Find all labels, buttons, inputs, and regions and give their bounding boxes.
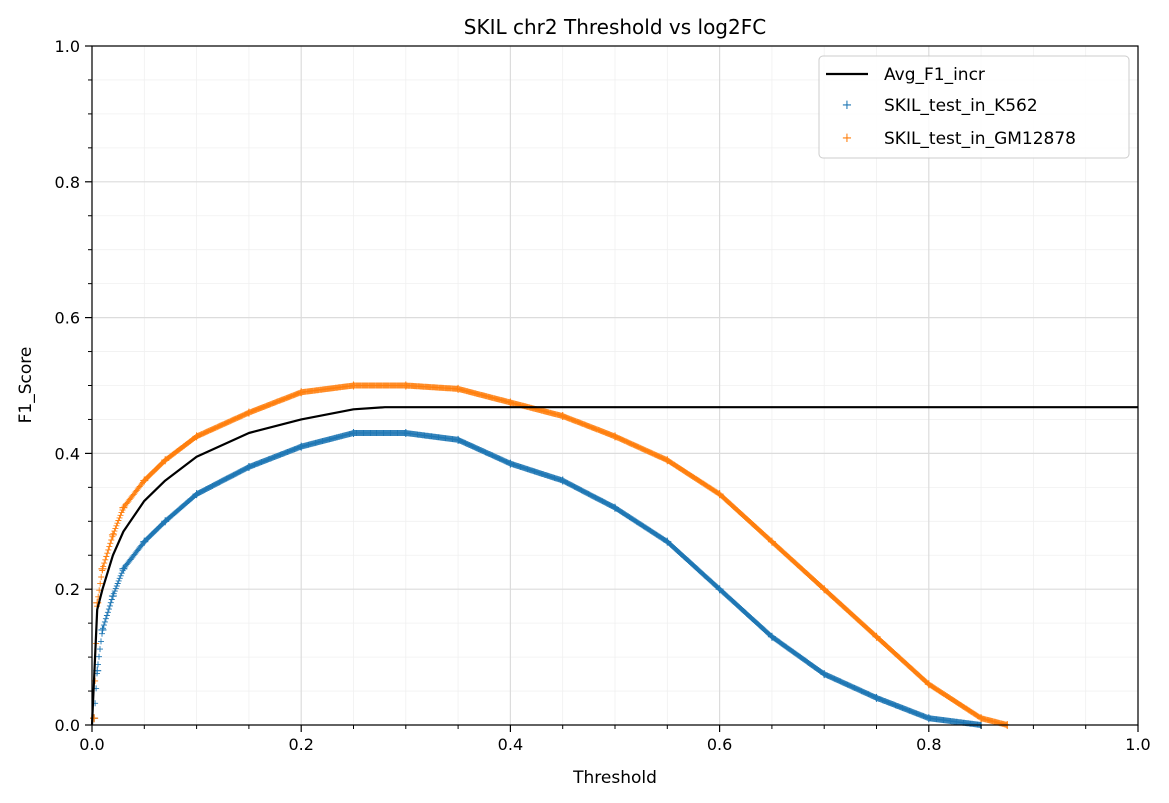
legend-label-k562: SKIL_test_in_K562 (884, 96, 1038, 116)
x-tick-label: 0.2 (288, 735, 313, 754)
marker-gm12878 (108, 530, 117, 539)
band-gm12878 (91, 382, 1011, 728)
x-tick-label: 0.6 (707, 735, 732, 754)
legend: Avg_F1_incr + SKIL_test_in_K562 + SKIL_t… (818, 55, 1130, 159)
y-tick-label: 0.0 (55, 716, 80, 735)
y-tick-label: 0.8 (55, 173, 80, 192)
series-avg-f1-line (90, 406, 1138, 726)
y-tick-label: 0.4 (55, 444, 80, 463)
marker-k562 (98, 625, 107, 634)
x-tick-label: 1.0 (1125, 735, 1150, 754)
data-layer (90, 381, 1138, 729)
y-tick-label: 1.0 (55, 37, 80, 56)
y-tick-label: 0.6 (55, 309, 80, 328)
legend-label-gm12878: SKIL_test_in_GM12878 (884, 129, 1076, 149)
legend-marker-k562: + (842, 98, 853, 113)
axis-ticks: 0.0 0.2 0.4 0.6 0.8 1.0 0.0 0.2 0.4 0.6 0.8 1.0 (55, 37, 1151, 754)
x-tick-label: 0.8 (916, 735, 941, 754)
x-axis-title: Threshold (572, 768, 657, 788)
x-tick-label: 0.0 (79, 735, 104, 754)
x-tick-label: 0.4 (498, 735, 523, 754)
legend-marker-gm12878: + (842, 131, 853, 146)
legend-label-avg: Avg_F1_incr (884, 65, 985, 85)
legend-box (818, 55, 1130, 159)
y-tick-label: 0.2 (55, 580, 80, 599)
series-gm12878 (90, 381, 1012, 729)
y-axis-title: F1_Score (16, 347, 36, 424)
chart-title: SKIL chr2 Threshold vs log2FC (464, 15, 766, 39)
